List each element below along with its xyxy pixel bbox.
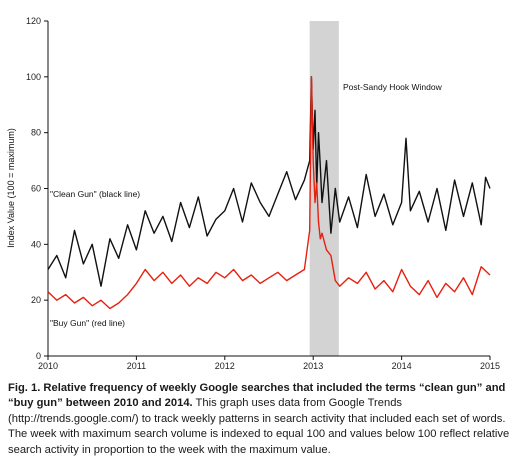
x-tick-label: 2011 [127, 361, 146, 371]
y-tick-label: 80 [31, 128, 41, 138]
clean-gun-series-line [47, 76, 491, 287]
x-tick-label: 2014 [392, 361, 412, 371]
caption-body: This graph uses data from Google Trends … [8, 397, 510, 456]
y-tick-label: 60 [31, 184, 41, 194]
x-tick-label: 2015 [480, 361, 500, 371]
x-tick-label: 2010 [38, 361, 58, 371]
y-axis-title: Index Value (100 = maximum) [6, 128, 16, 248]
y-tick-label: 40 [31, 239, 41, 249]
y-tick-label: 20 [31, 295, 41, 305]
buy-gun-series-label: "Buy Gun" (red line) [50, 318, 125, 328]
y-tick-label: 100 [26, 72, 41, 82]
buy-gun-series-line [47, 76, 491, 310]
y-tick-label: 120 [26, 16, 41, 26]
figure-caption: Fig. 1. Relative frequency of weekly Goo… [8, 381, 516, 458]
band-label: Post-Sandy Hook Window [343, 82, 443, 92]
caption-title: Fig. 1. Relative frequency of weekly Goo… [8, 382, 506, 410]
y-tick-label: 0 [36, 351, 41, 361]
clean-gun-series-label: "Clean Gun" (black line) [50, 189, 140, 199]
x-tick-label: 2012 [215, 361, 235, 371]
x-tick-label: 2013 [303, 361, 323, 371]
